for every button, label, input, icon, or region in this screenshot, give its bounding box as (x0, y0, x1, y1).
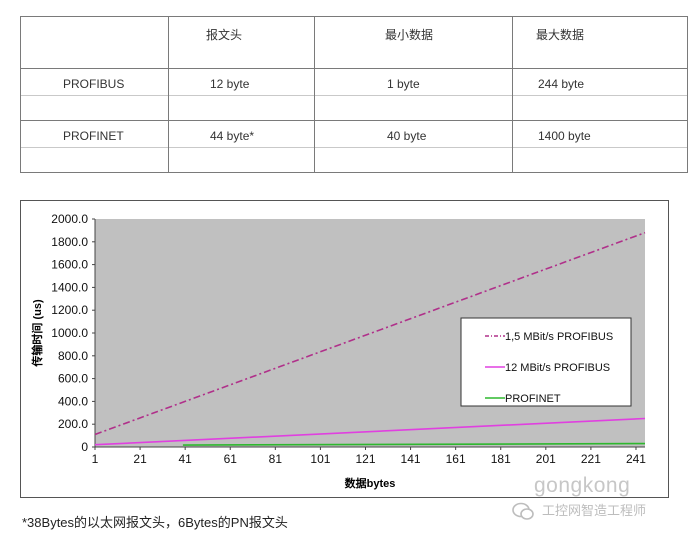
x-axis-ticks: 1 21 41 61 81 101 121 141 161 181 201 221 241 (92, 446, 646, 466)
table-col-divider (168, 16, 169, 173)
table-cell: 1 byte (387, 77, 420, 91)
table-cell: 1400 byte (538, 129, 591, 143)
x-tick-label: 161 (446, 452, 466, 466)
legend: 1,5 MBit/s PROFIBUS 12 MBit/s PROFIBUS PRO… (460, 317, 632, 407)
table-cell: 44 byte* (210, 129, 255, 143)
legend-label: 12 MBit/s PROFIBUS (505, 362, 610, 374)
table-subrule (20, 147, 688, 148)
watermark-subtitle: 工控网智造工程师 (542, 503, 647, 518)
y-axis-title: 传输时间 (us) (30, 299, 44, 368)
table-cell: 12 byte (210, 77, 250, 91)
table-cell: 40 byte (387, 129, 427, 143)
row-label: PROFIBUS (63, 77, 125, 91)
x-tick-label: 181 (491, 452, 511, 466)
x-tick-label: 1 (92, 452, 99, 466)
series-line (94, 417, 646, 446)
footnote: *38Bytes的以太网报文头，6Bytes的PN报文头 (22, 515, 288, 530)
y-tick-label: 2000.0 (51, 212, 88, 226)
x-axis-title: 数据bytes (345, 476, 396, 490)
table-border-left (20, 16, 21, 173)
y-tick-label: 0 (81, 440, 88, 454)
legend-box (460, 317, 632, 407)
table-rule (20, 68, 688, 69)
y-tick-label: 1400.0 (51, 280, 88, 294)
table-cell: 244 byte (538, 77, 585, 91)
chat-bubble-icon (512, 502, 534, 520)
x-tick-label: 21 (133, 452, 147, 466)
table-subrule (20, 95, 688, 96)
x-tick-label: 61 (224, 452, 238, 466)
y-tick-label: 1000.0 (51, 326, 88, 340)
x-tick-label: 41 (178, 452, 192, 466)
y-axis-ticks: 0 200.0 400.0 600.0 800.0 1000.0 1200.0 1400.0 1… (51, 212, 96, 454)
transmission-time-chart: 0 200.0 400.0 600.0 800.0 1000.0 1200.0 1400.0 1… (20, 200, 669, 498)
x-tick-label: 201 (536, 452, 556, 466)
chart-svg: 0 200.0 400.0 600.0 800.0 1000.0 1200.0 1400.0 1… (30, 212, 646, 490)
y-tick-label: 1800.0 (51, 235, 88, 249)
table-col-divider (314, 16, 315, 173)
series-lines (94, 231, 646, 446)
y-tick-label: 800.0 (58, 349, 88, 363)
table-border-top (20, 16, 688, 17)
legend-label: PROFINET (505, 393, 561, 405)
header-cell: 最小数据 (385, 28, 434, 42)
y-tick-label: 1200.0 (51, 303, 88, 317)
x-tick-label: 81 (269, 452, 283, 466)
watermark-brand: gongkong (534, 474, 631, 497)
table-border-right (687, 16, 688, 173)
table-rule (20, 120, 688, 121)
comparison-table: 报文头 最小数据 最大数据 PROFIBUS 12 byte 1 byte 24… (20, 16, 688, 173)
table-border-bottom (20, 172, 688, 173)
header-cell: 报文头 (206, 28, 243, 42)
y-tick-label: 600.0 (58, 372, 88, 386)
legend-label: 1,5 MBit/s PROFIBUS (505, 331, 613, 343)
x-tick-label: 241 (626, 452, 646, 466)
x-tick-label: 121 (355, 452, 375, 466)
header-cell: 最大数据 (536, 28, 585, 42)
y-tick-label: 400.0 (58, 394, 88, 408)
y-tick-label: 1600.0 (51, 258, 88, 272)
x-tick-label: 141 (401, 452, 421, 466)
x-tick-label: 221 (581, 452, 601, 466)
table-col-divider (512, 16, 513, 173)
y-tick-label: 200.0 (58, 417, 88, 431)
series-line (182, 442, 646, 446)
row-label: PROFINET (63, 129, 124, 143)
x-tick-label: 101 (310, 452, 330, 466)
